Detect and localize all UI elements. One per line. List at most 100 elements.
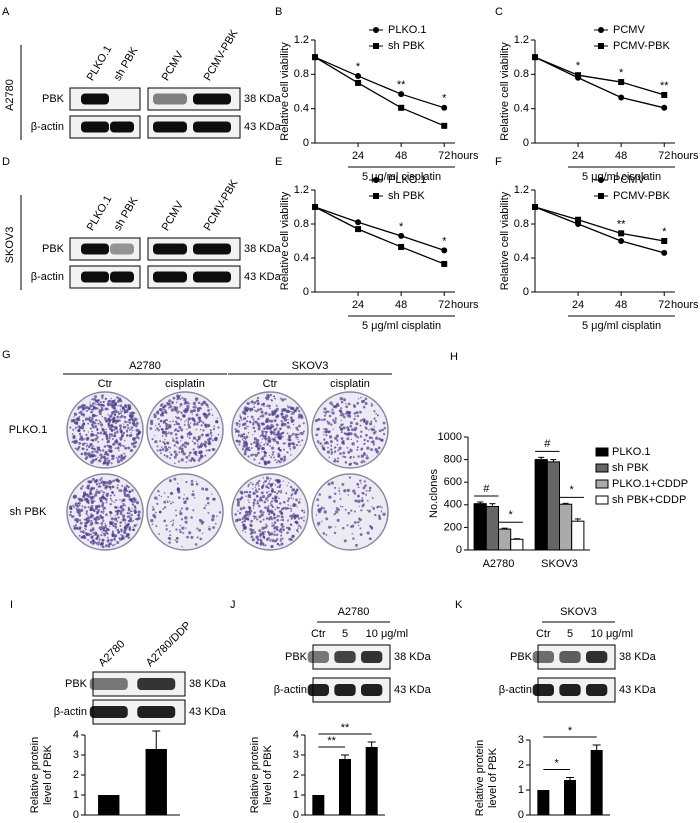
colony bbox=[206, 433, 210, 437]
colony bbox=[269, 539, 272, 542]
colony bbox=[169, 431, 173, 435]
size-label: 38 KDa bbox=[619, 651, 657, 663]
colony bbox=[198, 457, 202, 460]
blot-band bbox=[89, 706, 128, 718]
x-tick-label: 48 bbox=[615, 150, 627, 162]
colony bbox=[334, 405, 338, 409]
colony bbox=[296, 522, 299, 525]
significance-mark: * bbox=[662, 226, 667, 238]
blot-band bbox=[81, 121, 109, 133]
colony bbox=[79, 521, 83, 525]
colony bbox=[164, 433, 168, 436]
colony bbox=[95, 537, 99, 541]
colony bbox=[267, 499, 269, 502]
colony bbox=[95, 434, 98, 437]
colony bbox=[96, 428, 99, 432]
colony bbox=[205, 403, 209, 407]
colony bbox=[370, 436, 373, 439]
legend-label: sh PBK bbox=[388, 190, 425, 202]
series-line bbox=[314, 206, 445, 265]
colony bbox=[153, 413, 156, 416]
colony bbox=[243, 516, 247, 520]
colony bbox=[325, 434, 328, 437]
colony bbox=[280, 542, 284, 546]
colony bbox=[161, 403, 164, 406]
colony bbox=[78, 519, 82, 522]
colony bbox=[91, 430, 93, 433]
colony bbox=[149, 427, 153, 430]
colony bbox=[76, 506, 79, 508]
x-axis-label: 5 μg/ml cisplatin bbox=[362, 320, 441, 332]
colony bbox=[207, 412, 211, 416]
colony bbox=[254, 453, 258, 457]
legend-label: PCMV-PBK bbox=[613, 190, 671, 202]
colony bbox=[112, 435, 114, 438]
colony bbox=[287, 507, 290, 510]
colony bbox=[271, 538, 273, 540]
colony bbox=[380, 511, 382, 513]
y-tick-label: 0.8 bbox=[514, 68, 529, 80]
colony bbox=[164, 450, 167, 453]
colony bbox=[317, 521, 321, 526]
colony bbox=[273, 437, 276, 441]
colony bbox=[318, 442, 320, 444]
marker bbox=[618, 94, 625, 101]
colony bbox=[201, 532, 204, 535]
colony bbox=[151, 523, 154, 526]
colony bbox=[263, 527, 266, 530]
colony bbox=[115, 456, 118, 459]
significance-mark: * bbox=[619, 67, 624, 79]
colony bbox=[114, 422, 117, 425]
colony bbox=[350, 438, 353, 441]
colony bbox=[156, 445, 159, 448]
colony bbox=[273, 396, 276, 398]
y-tick-label: 800 bbox=[444, 454, 462, 466]
colony bbox=[248, 501, 250, 503]
colony bbox=[100, 394, 104, 398]
colony bbox=[126, 423, 129, 427]
colony bbox=[242, 523, 246, 527]
colony bbox=[197, 407, 199, 410]
colony bbox=[360, 461, 364, 464]
colony bbox=[116, 430, 119, 433]
colony bbox=[255, 483, 257, 486]
row-label: β-actin bbox=[54, 706, 87, 718]
colony bbox=[342, 442, 345, 445]
colony bbox=[268, 426, 272, 431]
colony bbox=[266, 442, 269, 446]
colony bbox=[130, 434, 133, 436]
colony bbox=[123, 493, 127, 497]
colony bbox=[116, 458, 119, 461]
row-label: sh PBK bbox=[10, 506, 47, 518]
colony bbox=[357, 436, 360, 439]
colony bbox=[353, 412, 357, 415]
colony bbox=[174, 509, 177, 512]
colony bbox=[203, 412, 207, 416]
colony bbox=[97, 511, 100, 513]
colony bbox=[277, 490, 281, 493]
significance-mark: * bbox=[399, 221, 404, 233]
colony bbox=[71, 440, 74, 443]
colony bbox=[262, 511, 265, 514]
colony bbox=[295, 436, 298, 439]
colony bbox=[128, 508, 130, 510]
blot-band bbox=[81, 93, 109, 105]
colony bbox=[179, 394, 182, 397]
colony bbox=[237, 510, 239, 512]
colony bbox=[288, 537, 292, 541]
colony bbox=[192, 418, 196, 422]
colony bbox=[98, 482, 101, 485]
colony bbox=[290, 454, 292, 456]
colony bbox=[245, 490, 249, 494]
colony bbox=[156, 410, 159, 413]
colony bbox=[360, 499, 364, 503]
colony bbox=[248, 490, 252, 494]
colony bbox=[275, 427, 278, 430]
condition-label: Ctr bbox=[98, 378, 113, 390]
legend-label: sh PBK+CDDP bbox=[612, 494, 686, 506]
colony bbox=[274, 397, 276, 400]
colony bbox=[357, 520, 360, 524]
colony bbox=[161, 435, 164, 437]
colony bbox=[164, 438, 166, 441]
colony bbox=[332, 419, 335, 422]
